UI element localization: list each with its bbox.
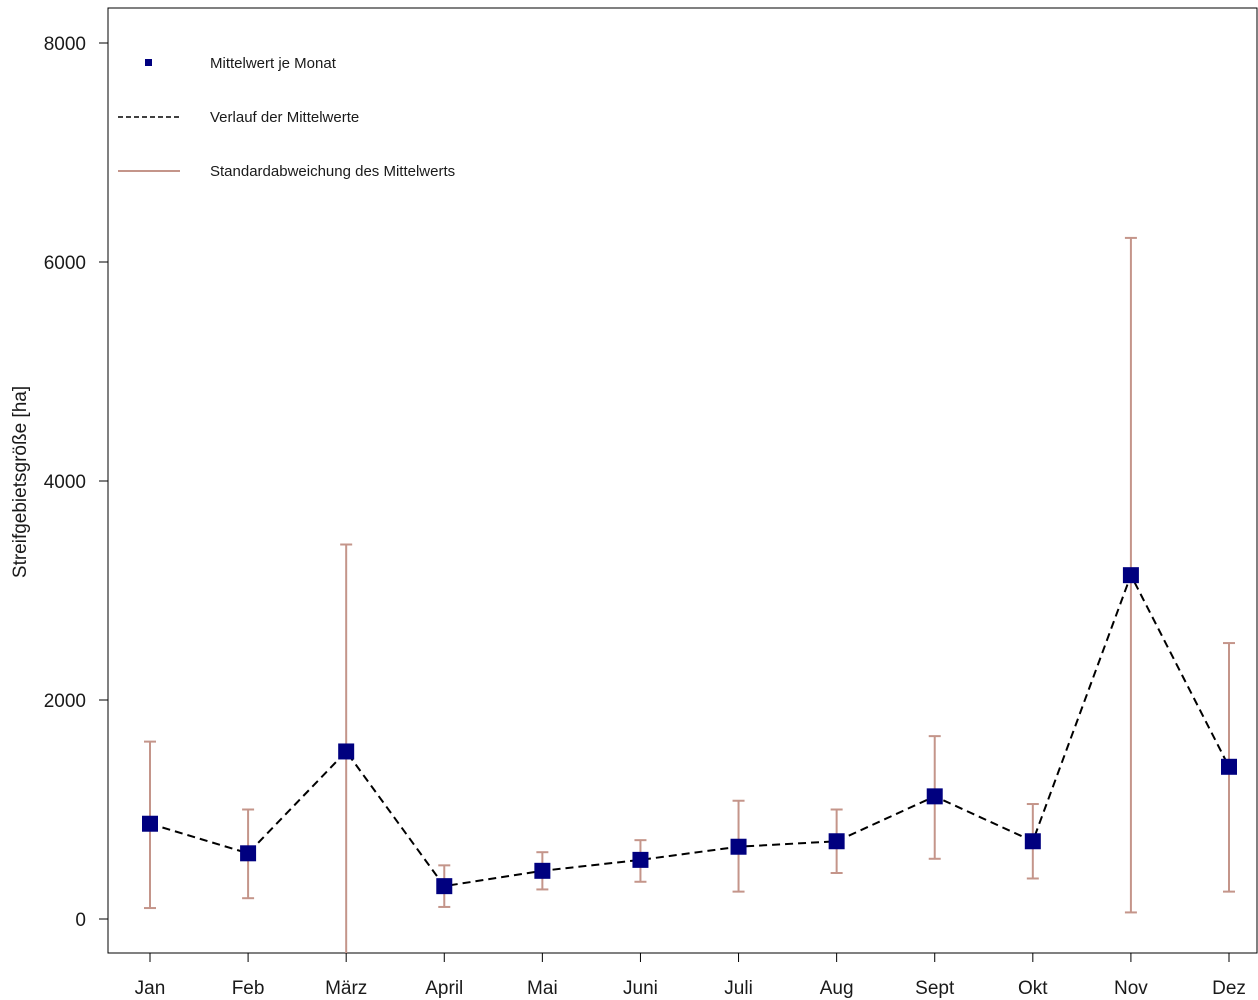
legend: Mittelwert je Monat Verlauf der Mittelwer…	[118, 55, 455, 180]
data-point	[142, 815, 158, 832]
x-tick-label: Jan	[135, 978, 166, 999]
data-point	[828, 833, 845, 850]
x-tick-label: März	[325, 978, 367, 999]
y-tick-label: 0	[75, 910, 86, 931]
y-tick-label: 2000	[44, 691, 86, 712]
x-tick-label: Dez	[1212, 978, 1246, 999]
data-point	[632, 851, 649, 868]
y-axis: 0 2000 4000 6000 8000	[44, 34, 108, 931]
x-tick-label: Mai	[527, 978, 558, 999]
legend-label: Verlauf der Mittelwerte	[210, 109, 359, 126]
data-point	[1221, 758, 1237, 775]
error-bars	[144, 236, 1235, 953]
y-tick-label: 8000	[44, 34, 86, 55]
legend-item: Verlauf der Mittelwerte	[118, 109, 359, 126]
y-tick-label: 4000	[44, 472, 86, 493]
legend-item: Mittelwert je Monat	[145, 55, 337, 72]
data-point	[534, 862, 551, 879]
data-point	[1024, 833, 1041, 850]
y-axis-label: Streifgebietsgröße [ha]	[10, 386, 31, 578]
data-point	[436, 878, 453, 895]
data-point	[730, 838, 747, 855]
x-tick-label: Feb	[232, 978, 265, 999]
series-line	[149, 572, 1230, 888]
x-tick-label: Nov	[1114, 978, 1148, 999]
markers	[142, 567, 1237, 895]
x-tick-label: Juni	[623, 978, 658, 999]
x-tick-label: April	[425, 978, 463, 999]
data-point	[338, 743, 355, 760]
data-point	[1122, 567, 1139, 584]
x-tick-label: Sept	[915, 978, 955, 999]
mean-line	[149, 572, 1230, 888]
x-tick-label: Juli	[724, 978, 753, 999]
x-tick-label: Okt	[1018, 978, 1048, 999]
data-point	[926, 788, 943, 805]
legend-marker-swatch	[145, 59, 152, 66]
legend-label: Mittelwert je Monat	[210, 55, 337, 72]
plot-frame	[107, 7, 1258, 954]
legend-label: Standardabweichung des Mittelwerts	[210, 163, 455, 180]
legend-item: Standardabweichung des Mittelwerts	[118, 163, 455, 180]
x-axis: Jan Feb März April Mai Juni Juli Aug Sept Okt Nov D…	[135, 953, 1246, 999]
data-point	[240, 845, 257, 862]
x-tick-label: Aug	[820, 978, 854, 999]
y-tick-label: 6000	[44, 253, 86, 274]
